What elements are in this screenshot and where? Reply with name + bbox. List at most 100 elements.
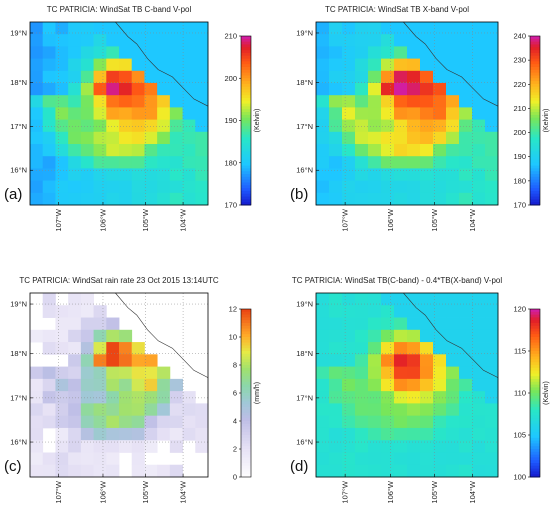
heatmap-cell [381, 329, 395, 343]
heatmap-cell [394, 83, 408, 96]
colorbar-step [241, 359, 251, 363]
heatmap-cell [368, 342, 382, 355]
colorbar-step [241, 202, 251, 206]
colorbar-step [530, 387, 540, 391]
colorbar-step [241, 148, 251, 152]
colorbar-step [530, 89, 540, 93]
heatmap-cell [182, 34, 196, 47]
colorbar-step [241, 36, 251, 40]
heatmap-cell [68, 70, 82, 84]
heatmap-cell [368, 180, 382, 194]
colorbar-step [241, 131, 251, 136]
colorbar-step [241, 38, 251, 43]
colorbar-step [530, 435, 540, 439]
heatmap-cell [30, 415, 44, 429]
heatmap-cell [42, 70, 56, 84]
heatmap-cell [394, 22, 408, 35]
heatmap-cell [329, 403, 343, 417]
colorbar-step [241, 373, 251, 377]
heatmap-cell [381, 156, 395, 169]
colorbar-step [530, 154, 540, 158]
heatmap-cell [80, 317, 94, 331]
panel-title: TC PATRICIA: WindSat TB(C-band) - 0.4*TB… [292, 276, 503, 285]
heatmap-cell [80, 427, 94, 441]
heatmap-cell [433, 180, 447, 194]
heatmap-cell [381, 305, 395, 318]
colorbar-step [241, 117, 251, 121]
heatmap-cell [106, 317, 120, 331]
heatmap-cell [131, 107, 145, 120]
heatmap-cell [195, 192, 209, 206]
colorbar-step [530, 359, 540, 363]
heatmap-cell [459, 427, 473, 441]
heatmap-cell [329, 427, 343, 441]
colorbar-step [530, 103, 540, 107]
heatmap-cell [368, 403, 382, 417]
colorbar-step [241, 78, 251, 82]
colorbar-step [530, 353, 540, 358]
heatmap-cell [420, 34, 434, 47]
heatmap-cell [316, 70, 330, 84]
colorbar-step [530, 140, 540, 144]
heatmap-cell [472, 58, 486, 72]
heatmap-cell [329, 342, 343, 355]
colorbar-step [241, 390, 251, 394]
heatmap-cell [446, 119, 460, 133]
heatmap-cell [368, 70, 382, 84]
heatmap-cell [106, 83, 120, 96]
heatmap-cell [368, 464, 382, 478]
heatmap-cell [119, 180, 133, 194]
heatmap-cell [68, 403, 82, 417]
heatmap-cell [342, 452, 356, 466]
lon-tick-label: 106°W [386, 208, 395, 232]
colorbar-step [241, 328, 251, 332]
colorbar-step [241, 41, 251, 45]
heatmap-cell [433, 70, 447, 84]
heatmap-cell [55, 378, 69, 392]
heatmap-cell [144, 144, 158, 157]
heatmap-cell [68, 366, 82, 380]
heatmap-cell [394, 34, 408, 47]
heatmap-cell [68, 107, 82, 120]
colorbar-unit: (Kelvin) [543, 381, 550, 405]
heatmap-cell [433, 119, 447, 133]
heatmap-cell [106, 366, 120, 380]
heatmap-cell [55, 403, 69, 417]
heatmap-cell [106, 464, 120, 478]
colorbar: 12 10 8 6 4 2 0 (mm/h) [229, 305, 261, 482]
colorbar-step [241, 309, 251, 313]
heatmap-cell [131, 180, 145, 194]
heatmap-cell [55, 391, 69, 404]
heatmap-cell [459, 366, 473, 380]
heatmap-cell [30, 46, 44, 59]
heatmap-cell [93, 70, 107, 84]
heatmap-cell [195, 107, 209, 120]
heatmap-cell [381, 131, 395, 145]
colorbar-step [241, 314, 251, 318]
heatmap-cell [446, 427, 460, 441]
colorbar-step [241, 55, 251, 60]
heatmap-cell [316, 305, 330, 318]
heatmap-cell [55, 464, 69, 478]
heatmap-cell [355, 293, 369, 306]
colorbar-step [530, 190, 540, 195]
heatmap-cell [119, 46, 133, 59]
heatmap-cell [355, 180, 369, 194]
heatmap-cell [316, 440, 330, 453]
heatmap-cell [131, 156, 145, 169]
heatmap-cell [80, 342, 94, 355]
colorbar-tick-label: 100 [513, 473, 526, 482]
heatmap-cell [55, 107, 69, 120]
heatmap-cell [394, 464, 408, 478]
heatmap-cell [459, 144, 473, 157]
heatmap-cell [446, 22, 460, 35]
heatmap-cell [342, 180, 356, 194]
heatmap-cell [93, 403, 107, 417]
heatmap-cell [30, 131, 44, 145]
colorbar-tick-label: 210 [513, 104, 526, 113]
heatmap-cell [433, 440, 447, 453]
heatmap-cell [144, 119, 158, 133]
colorbar-step [530, 176, 540, 181]
heatmap-cell [157, 46, 171, 59]
heatmap-cell [144, 440, 158, 453]
